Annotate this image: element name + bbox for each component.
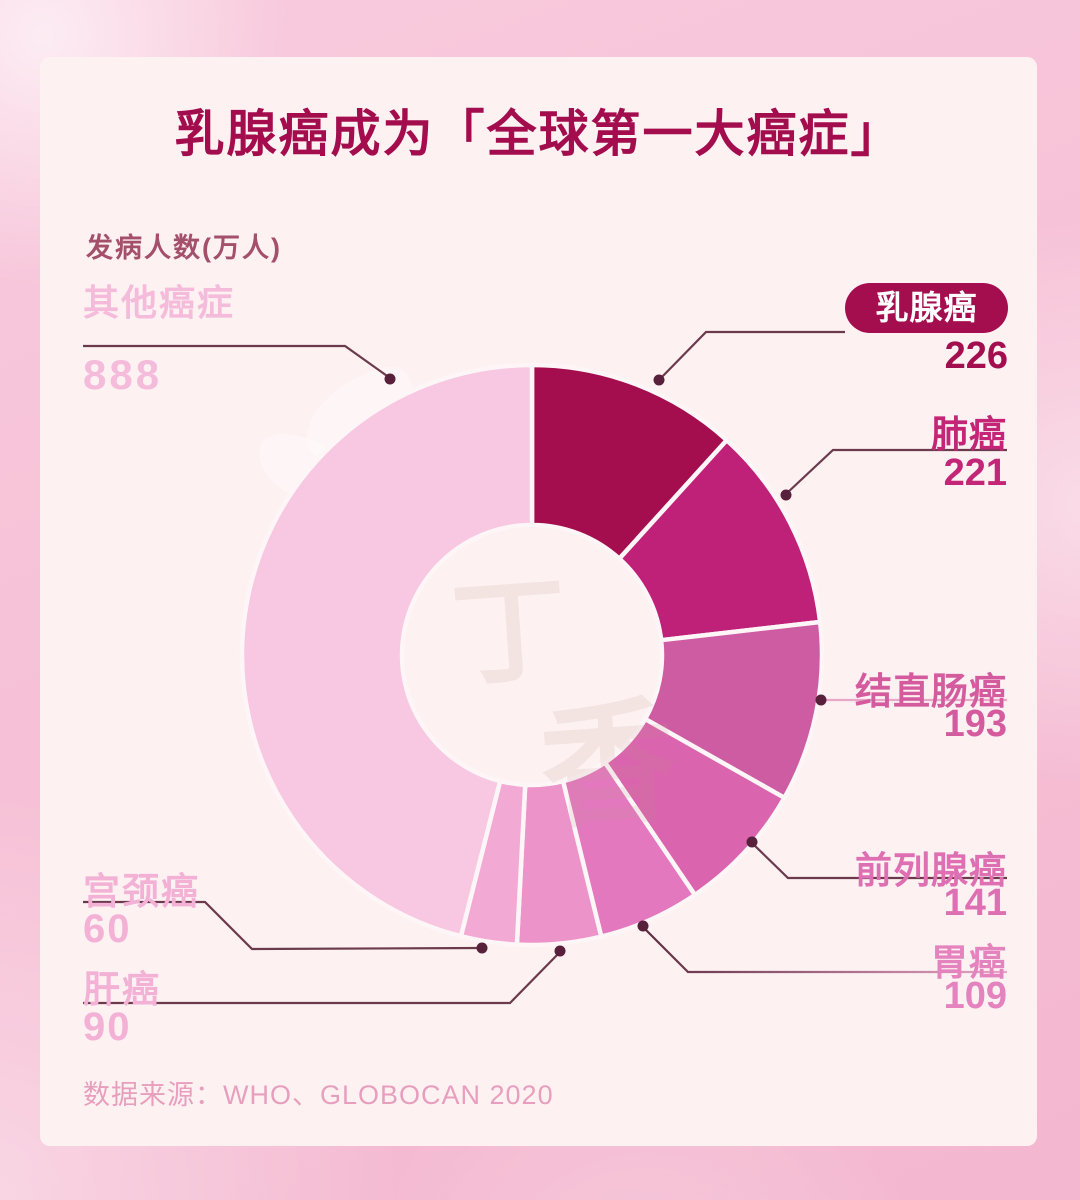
data-source-note: 数据来源：WHO、GLOBOCAN 2020: [83, 1080, 554, 1110]
value-lung-cancer: 221: [943, 452, 1007, 494]
value-liver-cancer: 90: [83, 1005, 132, 1049]
label-lung-cancer: 肺癌: [931, 414, 1007, 455]
axis-unit-label: 发病人数(万人): [86, 233, 282, 263]
value-colorectal-cancer: 193: [943, 703, 1007, 745]
label-other-cancers: 其他癌症: [83, 282, 236, 323]
page-title: 乳腺癌成为「全球第一大癌症」: [174, 106, 903, 162]
value-prostate-cancer: 141: [943, 882, 1007, 924]
value-stomach-cancer: 109: [943, 975, 1007, 1017]
value-other-cancers: 888: [83, 351, 163, 398]
value-breast-cancer: 226: [944, 335, 1008, 377]
breast-cancer-badge: 乳腺癌: [845, 283, 1008, 333]
value-cervical-cancer: 60: [83, 907, 132, 951]
label-colorectal-cancer: 结直肠癌: [855, 671, 1007, 712]
infographic-card: [40, 57, 1037, 1146]
